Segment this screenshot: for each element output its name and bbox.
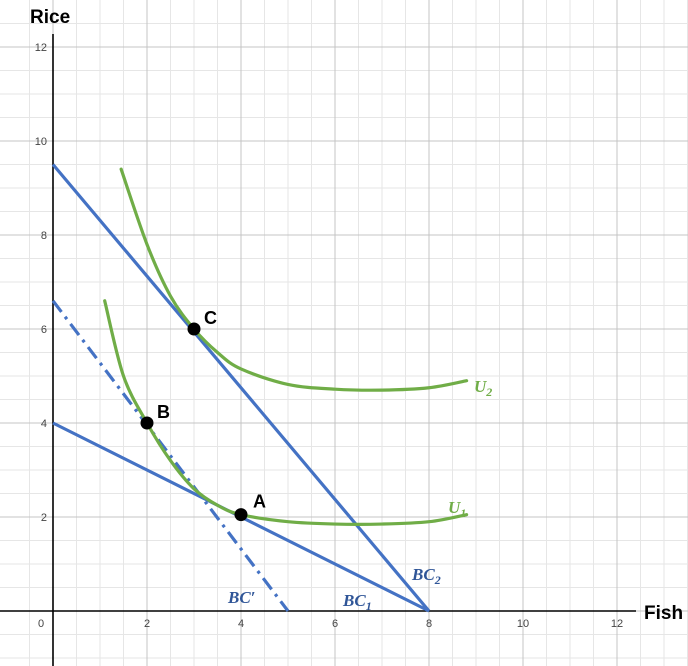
y-tick-label: 4 (41, 418, 47, 430)
point-label-C: C (204, 308, 217, 328)
data-points: A B C (140, 308, 266, 522)
budget-line-3 (51, 299, 290, 612)
axes (0, 34, 636, 666)
curve-labels: BC1 BC2 BC′ U1 U2 (227, 377, 492, 613)
x-tick-label: 4 (238, 618, 244, 630)
budget-line-label: BC2 (411, 565, 441, 587)
x-tick-label: 12 (611, 618, 623, 630)
x-tick-label: 0 (38, 618, 44, 630)
y-tick-label: 10 (35, 136, 47, 148)
utility-curve-1 (103, 299, 469, 526)
x-tick-label: 2 (144, 618, 150, 630)
y-tick-label: 8 (41, 230, 47, 242)
point-B (140, 416, 154, 430)
point-C (187, 322, 201, 336)
utility-curve-2 (119, 167, 469, 392)
utility-curve-label: U2 (474, 377, 492, 399)
x-tick-label: 10 (517, 618, 529, 630)
budget-line-2 (51, 163, 431, 613)
utility-curve-label: U1 (448, 498, 466, 520)
point-A (234, 508, 248, 522)
point-label-A: A (253, 492, 266, 512)
point-label-B: B (157, 402, 170, 422)
x-axis-title: Fish (644, 603, 683, 624)
utility-curve-label-sub: 2 (485, 385, 492, 399)
utility-curve-label-sub: 1 (460, 506, 466, 520)
y-tick-label: 12 (35, 42, 47, 54)
budget-line-label: BC1 (342, 591, 372, 613)
budget-line-label-sub: 1 (366, 599, 372, 613)
x-tick-label: 8 (426, 618, 432, 630)
y-tick-label: 6 (41, 324, 47, 336)
y-tick-label: 2 (41, 512, 47, 524)
budget-line-label-sub: 2 (434, 573, 441, 587)
budget-line-label: BC′ (227, 588, 255, 607)
y-axis-title: Rice (30, 7, 70, 28)
utility-curves (103, 167, 469, 526)
x-tick-label: 6 (332, 618, 338, 630)
